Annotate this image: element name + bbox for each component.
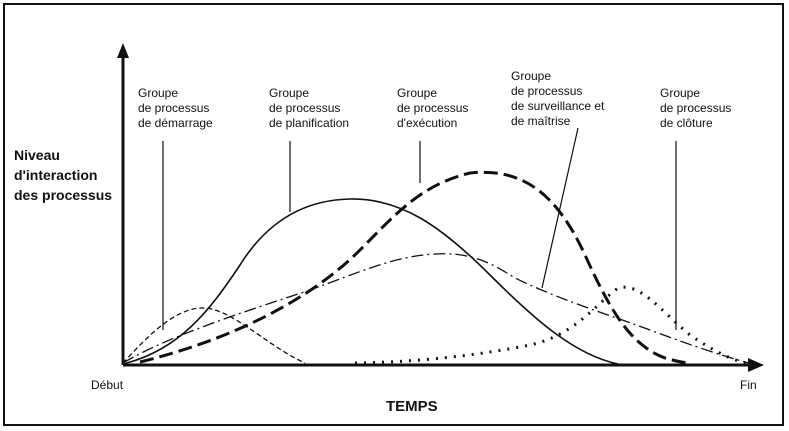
label-executing-line: d'exécution: [397, 116, 458, 130]
curve-closing: [354, 285, 753, 366]
label-planning-line: de processus: [269, 101, 341, 115]
y-axis-arrow: [117, 43, 129, 58]
x-axis-start-label: Début: [91, 378, 124, 392]
label-initiating-line: de démarrage: [138, 116, 213, 130]
label-closing-line: de processus: [660, 101, 732, 115]
label-monitoring-line: Groupe: [511, 69, 552, 83]
y-axis-title: Niveau d'interaction des processus: [14, 145, 112, 205]
curve-initiating: [122, 307, 306, 364]
x-axis-end-label: Fin: [740, 378, 757, 392]
x-axis-title: TEMPS: [386, 398, 438, 415]
curve-planning: [122, 198, 619, 365]
label-initiating-line: Groupe: [138, 86, 179, 100]
label-closing-line: Groupe: [660, 86, 701, 100]
label-monitoring-line: de maîtrise: [511, 114, 571, 128]
x-axis-arrow: [748, 358, 764, 372]
figure-frame: [3, 3, 784, 426]
label-closing-line: de clôture: [660, 116, 713, 130]
y-axis-title-line: d'interaction: [14, 167, 98, 183]
label-initiating: Groupe de processus de démarrage: [138, 86, 213, 131]
label-monitoring-line: de surveillance et: [511, 99, 605, 113]
curve-monitoring: [122, 253, 753, 365]
leader-monitoring: [541, 127, 579, 289]
label-initiating-line: de processus: [138, 101, 210, 115]
label-executing-line: Groupe: [397, 86, 438, 100]
label-executing-line: de processus: [397, 101, 469, 115]
y-axis-title-line: Niveau: [14, 147, 60, 163]
label-executing: Groupe de processus d'exécution: [397, 86, 468, 131]
label-monitoring: Groupe de processus de surveillance et d…: [511, 69, 604, 129]
label-planning-line: Groupe: [269, 86, 310, 100]
label-planning-line: de planification: [269, 116, 350, 130]
y-axis-title-line: des processus: [14, 187, 113, 203]
label-closing: Groupe de processus de clôture: [660, 86, 731, 131]
label-monitoring-line: de processus: [511, 84, 583, 98]
curve-executing: [139, 170, 691, 365]
label-planning: Groupe de processus de planification: [269, 86, 349, 131]
